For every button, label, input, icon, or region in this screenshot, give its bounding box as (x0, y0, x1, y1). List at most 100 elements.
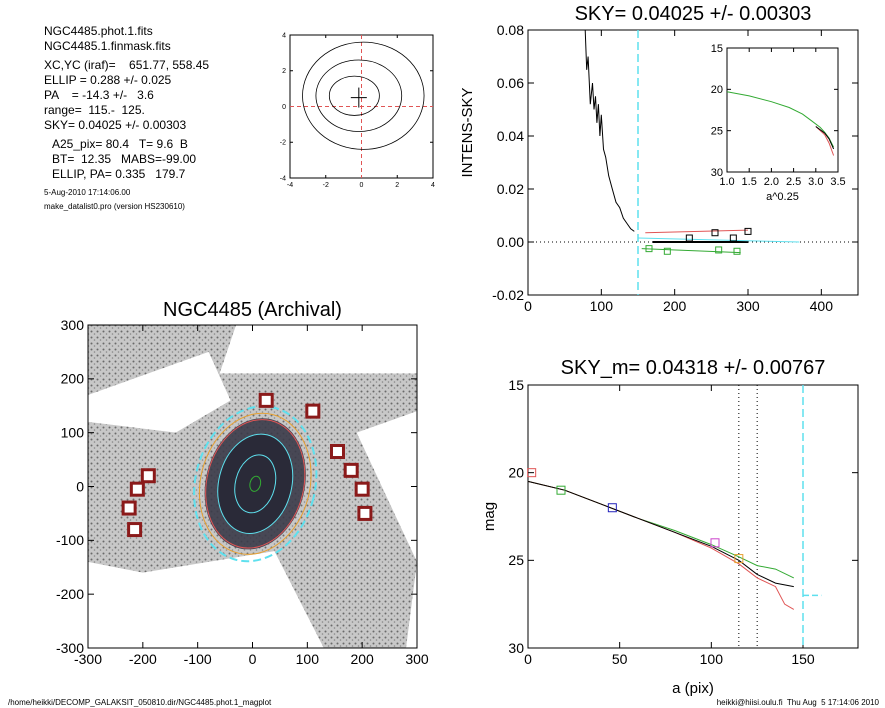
galaxy-isophote (234, 454, 277, 514)
sky-marker (744, 227, 752, 235)
galaxy-isophote-outer (198, 412, 312, 555)
galaxy-image-xtick-label: 100 (296, 651, 320, 667)
galaxy-title: NGC4485 (Archival) (163, 299, 342, 321)
mag-profile-ytick-label: 15 (508, 377, 524, 393)
footer-user: heikki@hiisi.oulu.fi Thu Aug 5 17:14:06 … (716, 698, 879, 707)
center-contour-xtick-label: 2 (395, 182, 399, 189)
masked-star-square (329, 444, 345, 460)
masked-star-square (121, 500, 137, 516)
footer-path: /home/heikki/DECOMP_GALAKSIT_050810.dir/… (8, 698, 272, 707)
center-contour-xtick-label: -4 (287, 182, 293, 189)
galaxy-image-ytick-label: -200 (56, 586, 84, 602)
mag-profile-series-line (527, 480, 795, 579)
mag-plot-ylabel: mag (481, 502, 498, 531)
galaxy-image-xtick-label: -100 (184, 651, 212, 667)
galaxy-image-ytick-label: -100 (56, 532, 84, 548)
mag-profile-xtick-label: 50 (612, 651, 628, 667)
masked-star-square (354, 481, 370, 497)
sky-marker (733, 247, 741, 255)
mag-marker (527, 468, 537, 478)
sky-profile-ytick-label: -0.02 (492, 287, 524, 303)
galaxy-image-xtick-label: 200 (350, 651, 374, 667)
sky-profile-ytick-label: 0.06 (497, 75, 524, 91)
mag-marker (607, 503, 617, 513)
info-center: XC,YC (iraf)= 651.77, 558.45 (44, 58, 210, 72)
sky-profile-ytick-label: 0.00 (497, 234, 524, 250)
center-contour-ytick-label: 0 (282, 104, 286, 111)
galaxy-image-ytick-label: 0 (76, 478, 84, 494)
sky-profile-series-line (637, 237, 800, 243)
sky-profile-series-line (645, 229, 749, 234)
center-contour-ytick-label: 4 (282, 32, 286, 39)
inset-xtick-label: 1.5 (742, 176, 757, 188)
sky-profile-xtick-label: 200 (663, 298, 687, 314)
contour-level (315, 59, 403, 132)
inset-xtick-label: 2.0 (764, 176, 779, 188)
galaxy-image-xtick-label: 0 (249, 651, 257, 667)
sky-profile-xtick-label: 300 (736, 298, 760, 314)
center-contour-ytick-label: -4 (280, 175, 286, 182)
inset-ytick-label: 25 (711, 126, 723, 138)
sky-profile-ytick-label: 0.04 (497, 128, 524, 144)
inset-xtick-label: 2.5 (786, 176, 801, 188)
inset-xtick-label: 3.5 (830, 176, 845, 188)
info-mask-file: NGC4485.1.finmask.fits (44, 39, 171, 53)
mag-profile-ytick-label: 20 (508, 465, 524, 481)
masked-star-square (258, 392, 274, 408)
masked-star-square (357, 505, 373, 521)
sky-profile-series-line (641, 248, 741, 254)
inset-background (697, 44, 848, 208)
info-ellip: ELLIP = 0.288 +/- 0.025 (44, 73, 172, 87)
info-phot-file: NGC4485.phot.1.fits (44, 24, 153, 38)
galaxy-core-isophote (249, 475, 262, 492)
mag-marker (710, 538, 720, 548)
mag-profile-series-line (527, 480, 794, 588)
mag-profile-xtick-label: 0 (524, 651, 532, 667)
info-block: NGC4485.phot.1.fits NGC4485.1.finmask.fi… (44, 24, 209, 214)
inset-xtick-label: 1.0 (719, 176, 734, 188)
sky-profile-xtick-label: 0 (524, 298, 532, 314)
mag-profile-ytick-label: 30 (508, 640, 524, 656)
info-program: make_datalist0.pro (version HS230610) (44, 202, 185, 211)
inset-frame (726, 47, 839, 173)
sky-profile-frame (527, 29, 859, 296)
info-pa: PA = -14.3 +/- 3.6 (44, 88, 154, 102)
sky-profile-xtick-label: 400 (810, 298, 834, 314)
galaxy-isophote (217, 433, 294, 534)
mag-marker (556, 485, 566, 495)
mag-profile-frame (527, 384, 859, 649)
galaxy-image-ytick-label: -300 (56, 640, 84, 656)
mag-profile-xtick-label: 100 (700, 651, 724, 667)
galaxy-image-ytick-label: 200 (61, 371, 85, 387)
info-bt: BT= 12.35 MABS=-99.00 (52, 152, 197, 166)
sky-marker (645, 245, 653, 253)
mag-profile-xtick-label: 150 (791, 651, 815, 667)
center-contour-xtick-label: 0 (360, 182, 364, 189)
inset-ytick-label: 15 (711, 43, 723, 55)
inset-xtick-label: 3.0 (808, 176, 823, 188)
masked-star-square (140, 468, 156, 484)
mag-profile-series-line (527, 480, 795, 610)
sky-plot-title: SKY= 0.04025 +/- 0.00303 (575, 3, 812, 25)
info-ellip-pa: ELLIP, PA= 0.335 179.7 (52, 167, 186, 181)
galaxy-isophote-outer (205, 419, 306, 549)
contour-level (302, 41, 425, 150)
galaxy-gap (88, 351, 231, 433)
galaxy-image-xtick-label: -300 (74, 651, 102, 667)
sky-marker (663, 247, 671, 255)
galaxy-image-ytick-label: 300 (61, 317, 85, 333)
inset-ytick-label: 30 (711, 167, 723, 179)
inset-ytick-label: 20 (711, 84, 723, 96)
masked-star-square (129, 481, 145, 497)
galaxy-image-ytick-label: 100 (61, 425, 85, 441)
sky-profile-series-line (584, 29, 635, 232)
galaxy-image-xtick-label: -200 (129, 651, 157, 667)
mag-profile-ytick-label: 25 (508, 552, 524, 568)
sky-marker (711, 229, 719, 237)
galaxy-image-xtick-label: 300 (405, 651, 429, 667)
mag-marker (734, 554, 744, 564)
sky-profile-xtick-label: 100 (590, 298, 614, 314)
sky-plot-ylabel: INTENS-SKY (459, 87, 476, 177)
info-a25: A25_pix= 80.4 T= 9.6 B (52, 137, 188, 151)
